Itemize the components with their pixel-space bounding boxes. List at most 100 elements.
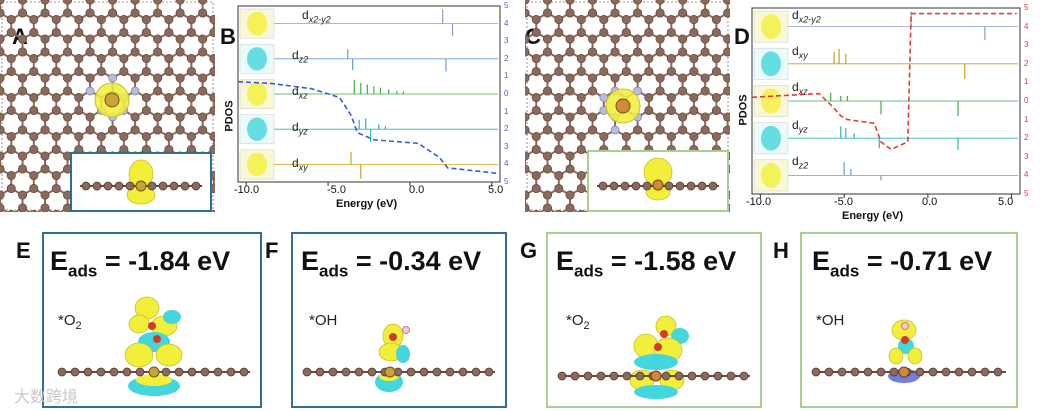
orbital-lobe	[761, 163, 781, 188]
carbon-atom	[700, 8, 710, 18]
carbon-atom	[686, 181, 696, 191]
carbon-atom	[525, 151, 530, 161]
carbon-atom	[198, 73, 208, 83]
carbon-atom	[119, 27, 129, 38]
metal-atom	[615, 98, 631, 114]
carbon-atom	[0, 34, 5, 44]
carbon-atom	[141, 105, 151, 116]
x-tick-b-4: 5.0	[488, 184, 504, 196]
carbon-atom	[666, 66, 676, 77]
right-axis-tick: 3	[1024, 151, 1029, 161]
carbon-atom	[554, 131, 564, 142]
carbon-atom	[213, 367, 223, 377]
species-e: *O2	[58, 312, 82, 332]
carbon-atom	[633, 125, 643, 135]
carbon-atom	[711, 131, 721, 142]
right-axis-tick: 5	[1024, 3, 1029, 12]
carbon-atom	[119, 131, 129, 142]
carbon-atom	[678, 86, 688, 96]
integrated-dos-curve	[751, 12, 1017, 151]
carbon-atom	[0, 8, 5, 18]
carbon-atom	[29, 66, 39, 77]
carbon-atom	[542, 73, 553, 83]
carbon-atom	[542, 164, 553, 174]
panel-h-box: Eads = -0.71 eV *OH	[800, 232, 1018, 408]
carbon-atom	[599, 14, 609, 25]
pdos-frame	[751, 7, 1021, 195]
species-g: *O2	[566, 312, 590, 332]
carbon-atom	[554, 14, 564, 25]
carbon-atom	[687, 371, 697, 381]
carbon-atom	[153, 34, 163, 44]
carbon-atom	[576, 53, 586, 64]
carbon-atom	[174, 367, 184, 377]
x-tick-d-3: 0.0	[922, 196, 938, 208]
panel-e-box: Eads = -1.84 eV *O2	[42, 232, 262, 408]
carbon-atom	[525, 73, 530, 83]
carbon-atom	[525, 112, 530, 122]
right-axis-tick: 2	[504, 53, 509, 63]
carbon-atom	[96, 14, 106, 25]
x-tick-b-3: 0.0	[409, 184, 425, 196]
carbon-atom	[915, 367, 925, 377]
carbon-atom	[62, 8, 73, 18]
carbon-atom	[531, 183, 541, 194]
right-axis-tick: 1	[504, 106, 509, 116]
carbon-atom	[587, 34, 598, 44]
carbon-atom	[723, 86, 730, 96]
carbon-atom	[51, 92, 61, 103]
carbon-atom	[633, 34, 643, 44]
carbon-atom	[583, 371, 593, 381]
side-view-inset-a	[70, 152, 212, 212]
carbon-atom	[554, 66, 564, 77]
carbon-atom	[17, 86, 28, 96]
right-axis-tick: 1	[1024, 114, 1029, 124]
carbon-atom	[621, 66, 631, 77]
carbon-atom	[554, 144, 564, 155]
carbon-atom	[644, 105, 654, 116]
carbon-atom	[63, 0, 73, 5]
carbon-atom	[17, 190, 28, 200]
carbon-atom	[175, 86, 185, 96]
orbital-label-d-1: dx2-y2	[792, 8, 821, 25]
carbon-atom	[175, 0, 185, 5]
carbon-atom	[6, 144, 16, 155]
carbon-atom	[40, 125, 50, 135]
carbon-atom	[610, 47, 620, 57]
carbon-atom	[525, 34, 530, 44]
carbon-atom	[108, 125, 118, 135]
carbon-atom	[85, 8, 95, 18]
panel-b: B PDOS dx2-y2 dz2 dxz dyz dxy -10.0 -5.0…	[218, 0, 518, 212]
carbon-atom	[141, 66, 151, 77]
carbon-atom	[723, 73, 730, 83]
carbon-atom	[824, 367, 834, 377]
carbon-atom	[6, 66, 16, 77]
carbon-atom	[198, 8, 208, 18]
carbon-atom	[609, 181, 619, 191]
carbon-atom	[209, 53, 215, 64]
carbon-atom	[554, 53, 564, 64]
carbon-atom	[175, 112, 185, 122]
carbon-atom	[153, 73, 163, 83]
carbon-atom	[175, 73, 185, 83]
carbon-atom	[74, 66, 84, 77]
carbon-atom	[622, 371, 632, 381]
carbon-atom	[542, 112, 553, 122]
right-axis-tick: 3	[1024, 40, 1029, 50]
charge-density-f	[302, 323, 495, 392]
carbon-atom	[674, 371, 684, 381]
carbon-atom	[954, 367, 964, 377]
carbon-atom	[29, 170, 39, 181]
x-tick-d-1: -10.0	[746, 196, 772, 208]
carbon-atom	[666, 27, 676, 38]
orbital-lobe	[247, 82, 267, 106]
carbon-atom	[542, 203, 553, 212]
carbon-atom	[689, 27, 699, 38]
carbon-atom	[7, 209, 16, 212]
carbon-atom	[621, 14, 631, 25]
carbon-atom	[723, 34, 730, 44]
carbon-atom	[239, 367, 249, 377]
carbon-atom	[565, 112, 575, 122]
carbon-atom	[576, 131, 586, 142]
carbon-atom	[525, 86, 530, 96]
